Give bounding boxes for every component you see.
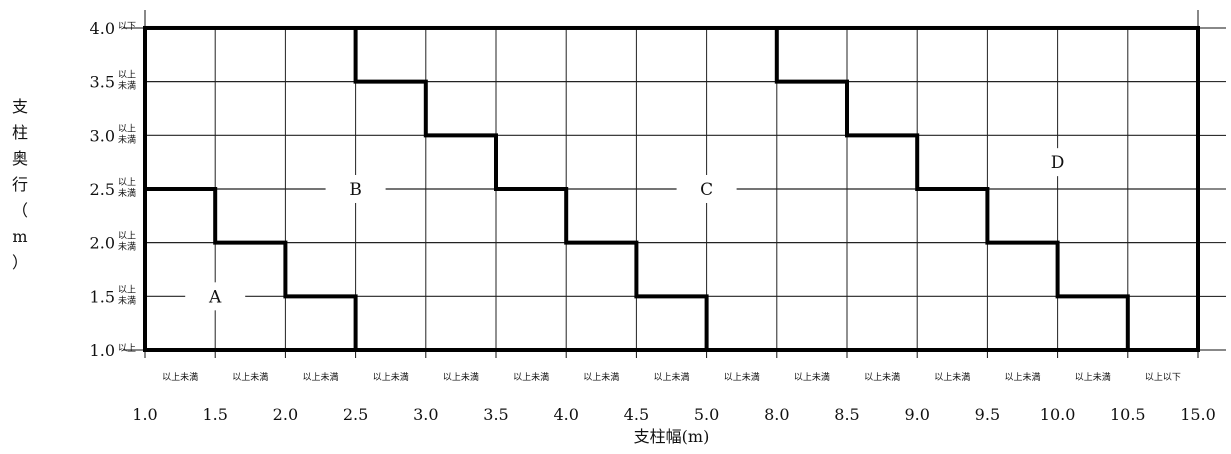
region-label-bg [1033,152,1082,173]
x-range-note: 以上未満 [1075,371,1111,383]
y-tick-note: 以上 [118,177,136,188]
x-range-note: 以上未満 [232,371,268,383]
region-label-c: C [700,180,713,200]
y-tick-note: 未満 [118,187,136,199]
y-tick-label: 4.0 [90,19,115,38]
x-tick-label: 8.5 [834,405,859,424]
y-tick-label: 1.0 [90,341,115,360]
x-tick-label: 15.0 [1180,405,1216,424]
x-range-note: 以上未満 [653,371,689,383]
y-axis-label: 支柱奥行（ m） [12,97,28,272]
y-tick-label: 1.5 [90,287,115,306]
x-range-note: 以上未満 [513,371,549,383]
x-tick-label: 5.0 [694,405,719,424]
x-tick-label: 3.5 [483,405,508,424]
x-tick-label: 10.0 [1040,405,1076,424]
y-tick-note: 未満 [118,133,136,145]
x-range-note: 以上未満 [934,371,970,383]
y-tick-note: 未満 [118,294,136,306]
region-label-b: B [349,180,362,200]
y-tick-note: 以上 [118,70,136,81]
x-tick-label: 3.0 [413,405,438,424]
y-tick-note: 以下 [118,22,136,32]
x-range-note: 以上未満 [583,371,619,383]
region-label-bg [331,178,380,199]
x-range-note: 以上未満 [794,371,830,383]
x-axis-label: 支柱幅(m) [634,427,710,446]
y-tick-label: 2.0 [90,234,115,253]
x-tick-label: 8.0 [764,405,789,424]
x-range-note: 以上未満 [864,371,900,383]
region-label-bg [682,178,731,199]
x-range-note: 以上未満 [724,371,760,383]
y-tick-note: 以上 [118,231,136,242]
region-boundary [145,186,358,350]
x-range-note: 以上以下 [1145,372,1181,383]
region-boundary [774,27,1130,350]
x-range-note: 以上未満 [443,371,479,383]
x-tick-label: 2.5 [343,405,368,424]
y-tick-note: 以上 [118,123,136,134]
x-range-note: 以上未満 [302,371,338,383]
x-range-note: 以上未満 [162,371,198,383]
y-tick-note: 以上 [118,284,136,295]
x-range-note: 以上未満 [373,371,409,383]
y-tick-note: 以上 [118,343,136,354]
x-range-note: 以上未満 [1004,371,1040,383]
region-boundary [353,27,709,350]
x-tick-label: 1.5 [202,405,227,424]
y-tick-note: 未満 [118,241,136,253]
x-tick-label: 4.0 [553,405,578,424]
x-tick-label: 10.5 [1110,405,1146,424]
y-tick-note: 未満 [118,80,136,92]
x-tick-label: 1.0 [132,405,157,424]
y-tick-label: 2.5 [90,180,115,199]
x-tick-label: 4.5 [624,405,649,424]
x-tick-label: 2.0 [273,405,298,424]
region-label-a: A [208,287,222,307]
y-tick-label: 3.0 [90,126,115,145]
x-tick-label: 9.0 [904,405,929,424]
region-label-bg [191,286,240,307]
y-tick-label: 3.5 [90,73,115,92]
region-label-d: D [1051,153,1065,173]
x-tick-label: 9.5 [975,405,1000,424]
